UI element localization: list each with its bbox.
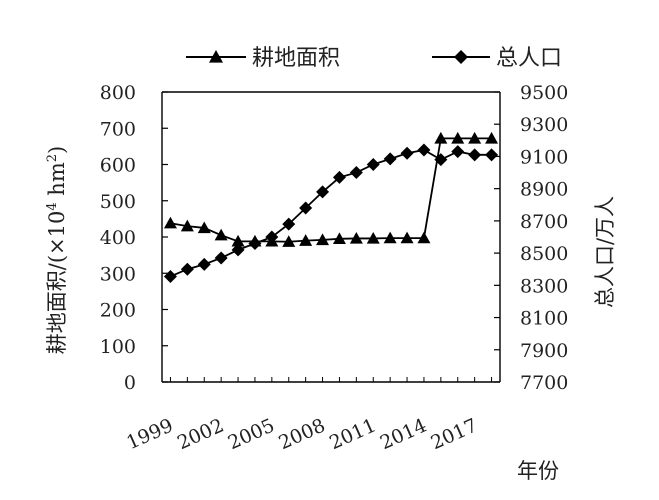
axes-layer: 0 100 200 300 400 500 600 700 800 7700 7900 8100 830…: [100, 82, 569, 454]
x-tick-label: 2017: [428, 414, 481, 454]
data-point: [163, 216, 177, 229]
data-point: [468, 131, 482, 144]
left-tick-label: 100: [100, 336, 136, 358]
data-point: [214, 251, 228, 265]
series-total-population: [163, 143, 499, 283]
data-point: [332, 170, 346, 184]
data-point: [163, 269, 177, 283]
left-tick-label: 400: [100, 227, 136, 249]
data-point: [282, 217, 296, 231]
data-point: [180, 219, 194, 232]
x-tick-label: 2008: [275, 414, 328, 454]
right-tick-label: 9100: [520, 146, 568, 168]
data-point: [299, 201, 313, 215]
left-axis-title: 耕地面积/(×104 hm2): [45, 146, 69, 354]
x-tick-label: 2011: [326, 414, 379, 454]
data-point: [468, 148, 482, 162]
legend-item-total-population: 总人口: [432, 46, 562, 71]
data-point: [417, 143, 431, 157]
data-point: [434, 131, 448, 144]
left-tick-label: 300: [100, 263, 136, 285]
data-point: [299, 234, 313, 246]
right-tick-label: 9300: [520, 114, 568, 136]
data-point: [485, 148, 499, 162]
data-point: [197, 221, 211, 234]
series-farmland-area: [163, 131, 499, 247]
data-point: [417, 231, 431, 244]
data-point: [248, 236, 262, 250]
data-point: [265, 230, 279, 244]
data-point: [214, 228, 228, 241]
data-point: [349, 166, 363, 180]
legend-label: 总人口: [496, 46, 562, 71]
x-tick-label: 2005: [225, 414, 278, 454]
data-point: [366, 158, 380, 171]
x-axis-title: 年份: [517, 459, 559, 483]
data-point: [383, 152, 397, 166]
legend-item-farmland-area: 耕地面积: [186, 46, 340, 71]
data-point: [332, 232, 346, 245]
data-point: [231, 234, 245, 247]
data-point: [197, 257, 211, 271]
right-tick-label: 8300: [520, 275, 568, 297]
legend-label: 耕地面积: [252, 46, 340, 71]
data-point: [400, 231, 414, 244]
data-point: [451, 145, 465, 159]
x-tick-label: 2014: [377, 414, 430, 454]
data-point: [434, 153, 448, 167]
data-point: [316, 233, 330, 246]
data-point: [349, 231, 363, 244]
legend: 耕地面积 总人口: [186, 46, 562, 71]
series-line: [170, 137, 492, 243]
left-tick-label: 200: [100, 300, 136, 322]
x-tick-label: 1999: [123, 414, 176, 454]
data-point: [451, 131, 465, 144]
data-point: [231, 243, 245, 257]
legend-marker: [209, 50, 223, 63]
data-point: [366, 231, 380, 244]
x-tick-label: 2002: [174, 414, 227, 454]
right-tick-label: 7900: [520, 340, 568, 362]
data-point: [316, 185, 330, 199]
right-tick-label: 8700: [520, 211, 568, 233]
data-point: [180, 262, 194, 276]
right-tick-label: 8100: [520, 308, 568, 330]
left-tick-label: 700: [100, 118, 136, 140]
left-tick-label: 500: [100, 191, 136, 213]
right-tick-label: 7700: [520, 372, 568, 394]
left-tick-label: 800: [100, 82, 136, 104]
series-layer: [163, 131, 499, 283]
data-point: [485, 131, 499, 144]
left-tick-label: 0: [124, 372, 136, 394]
right-tick-label: 8500: [520, 243, 568, 265]
data-point: [383, 231, 397, 244]
right-tick-label: 9500: [520, 82, 568, 104]
right-axis-title: 总人口/万人: [593, 196, 617, 308]
legend-marker: [454, 50, 468, 64]
right-tick-label: 8900: [520, 179, 568, 201]
data-point: [282, 235, 296, 247]
left-tick-label: 600: [100, 155, 136, 177]
data-point: [400, 146, 414, 160]
